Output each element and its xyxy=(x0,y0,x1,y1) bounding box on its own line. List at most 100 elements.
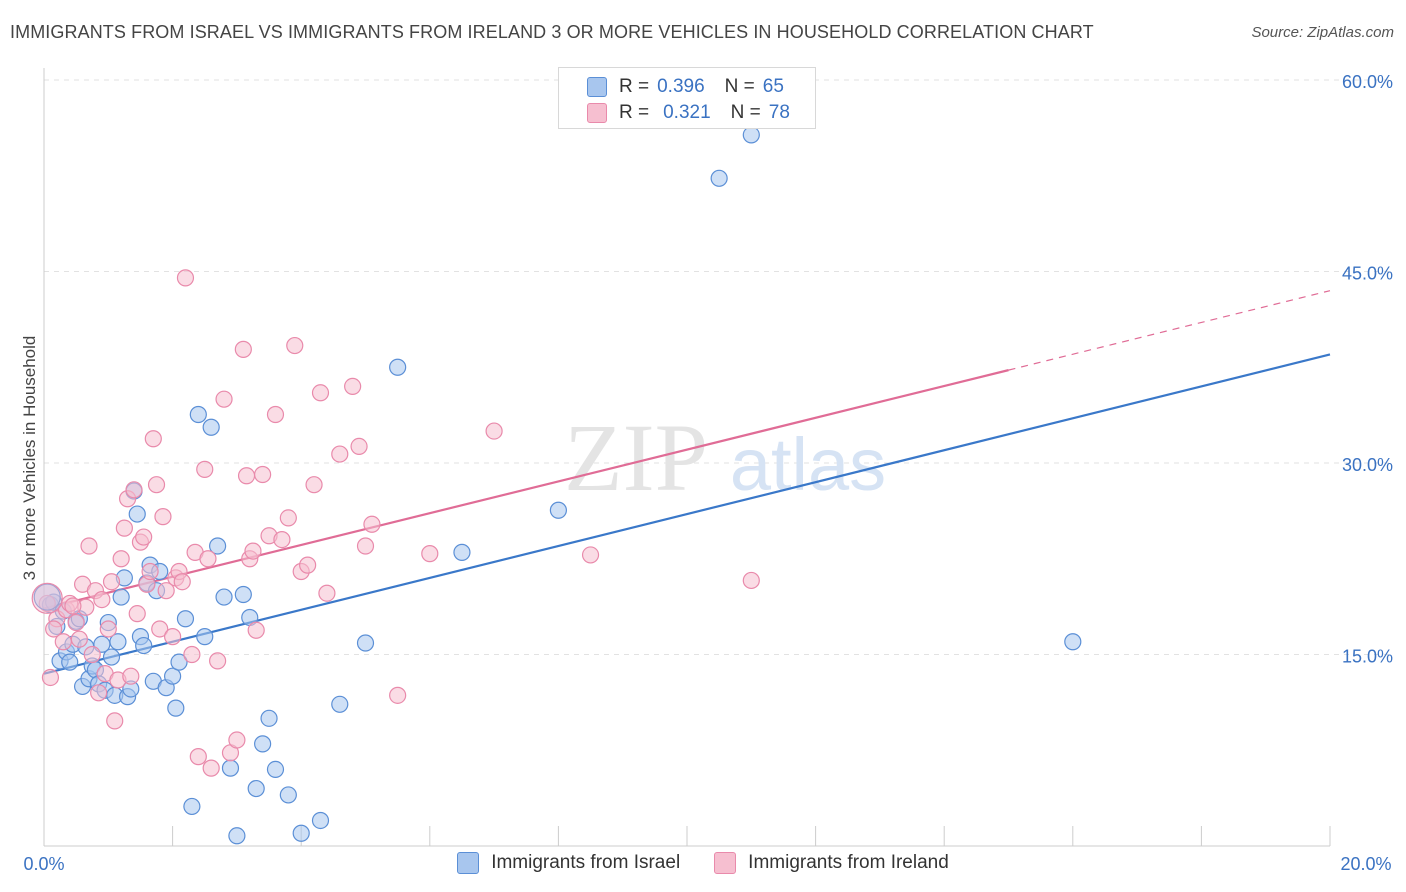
point-israel-50 xyxy=(247,779,265,798)
series-legend: Immigrants from Israel Immigrants from I… xyxy=(0,852,1406,874)
point-ireland-6 xyxy=(70,630,88,648)
point-ireland-62 xyxy=(344,377,362,395)
point-ireland-33 xyxy=(164,628,182,646)
point-ireland-10 xyxy=(83,645,101,664)
point-ireland-12 xyxy=(90,684,108,702)
point-israel-62 xyxy=(710,169,728,187)
point-ireland-13 xyxy=(93,591,111,609)
point-ireland-51 xyxy=(254,465,272,484)
watermark-zip: ZIP xyxy=(564,404,708,511)
point-israel-19 xyxy=(102,648,121,666)
point-ireland-30 xyxy=(151,620,169,638)
point-ireland-70 xyxy=(742,571,760,590)
x-tick-label-end: 20.0% xyxy=(1340,854,1391,874)
point-ireland-37 xyxy=(183,645,201,664)
point-ireland-43 xyxy=(209,652,227,670)
point-ireland-72 xyxy=(45,620,63,638)
point-ireland-63 xyxy=(350,437,368,456)
point-ireland-59 xyxy=(311,384,330,402)
point-ireland-36 xyxy=(176,269,195,287)
legend-row-israel: R = 0.396 N = 65 xyxy=(587,75,784,99)
legend-row-ireland: R = 0.321 N = 78 xyxy=(587,101,790,125)
point-israel-58 xyxy=(356,634,375,652)
point-ireland-9 xyxy=(80,537,98,555)
source-label: Source: ZipAtlas.com xyxy=(1251,24,1394,41)
point-ireland-17 xyxy=(106,712,124,730)
point-ireland-65 xyxy=(363,515,381,533)
point-israel-41 xyxy=(189,405,207,424)
legend-r-value-ireland: 0.321 xyxy=(663,102,711,123)
point-ireland-19 xyxy=(112,550,130,568)
x-tick-label-start: 0.0% xyxy=(23,854,64,874)
point-israel-60 xyxy=(453,543,471,561)
point-israel-51 xyxy=(254,735,272,753)
chart-title: IMMIGRANTS FROM ISRAEL VS IMMIGRANTS FRO… xyxy=(10,22,1094,42)
point-ireland-68 xyxy=(485,422,503,440)
point-ireland-58 xyxy=(305,476,323,494)
legend-label-israel: Immigrants from Israel xyxy=(491,852,681,873)
data-points xyxy=(31,126,1082,845)
point-israel-54 xyxy=(279,786,297,804)
point-ireland-15 xyxy=(99,620,117,638)
point-ireland-22 xyxy=(122,667,140,685)
point-ireland-60 xyxy=(318,584,336,602)
y-tick-label-30: 30.0% xyxy=(1342,455,1393,475)
point-israel-39 xyxy=(176,610,195,628)
point-israel-21 xyxy=(109,633,127,651)
point-israel-large xyxy=(33,583,61,611)
point-israel-40 xyxy=(183,797,201,816)
point-ireland-74 xyxy=(128,605,146,623)
y-tick-label-60: 60.0% xyxy=(1342,72,1393,92)
point-israel-37 xyxy=(167,699,185,717)
stats-legend: R = 0.396 N = 65 R = 0.321 N = 78 xyxy=(558,67,816,129)
point-israel-29 xyxy=(135,636,153,655)
point-ireland-54 xyxy=(273,530,291,549)
legend-n-value-ireland: 78 xyxy=(768,102,790,123)
point-israel-42 xyxy=(196,628,214,646)
point-ireland-28 xyxy=(144,430,162,448)
legend-n-label-israel: N = xyxy=(724,76,755,97)
legend-item-ireland[interactable]: Immigrants from Ireland xyxy=(714,852,949,874)
legend-item-israel[interactable]: Immigrants from Israel xyxy=(457,852,680,874)
legend-box-israel xyxy=(457,852,480,874)
point-israel-53 xyxy=(266,760,285,779)
point-ireland-53 xyxy=(266,405,285,424)
point-ireland-76 xyxy=(244,542,262,560)
point-ireland-75 xyxy=(173,573,191,591)
point-ireland-64 xyxy=(356,537,375,555)
point-israel-6 xyxy=(61,653,79,671)
point-israel-61 xyxy=(549,501,568,519)
point-ireland-16 xyxy=(102,573,121,591)
point-israel-48 xyxy=(234,585,252,604)
legend-label-ireland: Immigrants from Ireland xyxy=(748,852,949,873)
y-tick-label-45: 45.0% xyxy=(1342,264,1393,284)
point-israel-43 xyxy=(202,418,220,436)
legend-r-label-ireland: R = xyxy=(619,102,650,123)
point-ireland-39 xyxy=(189,748,207,766)
trend-line-ireland xyxy=(43,369,1009,610)
point-israel-56 xyxy=(311,811,330,830)
legend-box-ireland xyxy=(714,852,737,874)
grid-lines xyxy=(44,79,1392,655)
point-israel-38 xyxy=(170,653,188,671)
point-ireland-44 xyxy=(215,390,233,408)
trend-line-ireland-extension xyxy=(1008,290,1331,371)
point-ireland-55 xyxy=(279,509,297,527)
tick-labels: 15.0% 30.0% 45.0% 60.0% 0.0% 20.0% xyxy=(23,72,1393,874)
trend-line-israel xyxy=(43,353,1331,675)
watermark: ZIP atlas xyxy=(564,404,886,511)
legend-r-value-israel: 0.396 xyxy=(657,76,705,97)
legend-swatch-israel xyxy=(587,77,607,97)
point-ireland-77 xyxy=(299,556,317,574)
point-ireland-32 xyxy=(157,582,175,600)
point-ireland-47 xyxy=(234,340,252,358)
point-ireland-41 xyxy=(199,550,217,568)
point-ireland-50 xyxy=(247,621,265,639)
point-israel-52 xyxy=(260,709,278,727)
point-ireland-25 xyxy=(135,528,153,546)
point-ireland-67 xyxy=(421,545,439,563)
point-ireland-69 xyxy=(581,546,600,564)
point-ireland-23 xyxy=(125,481,143,499)
legend-n-label-ireland: N = xyxy=(730,102,761,123)
